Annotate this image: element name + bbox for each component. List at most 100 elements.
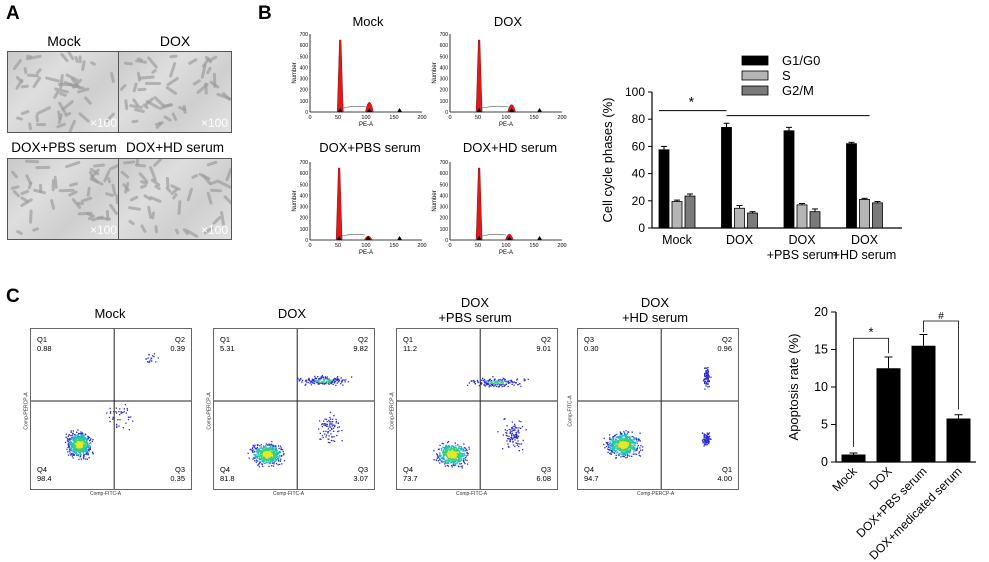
scatter-dot [332, 383, 334, 386]
scatter-dot [630, 440, 632, 443]
scatter-dot [268, 449, 270, 451]
scatter-dot [633, 438, 635, 440]
scatter-dot [78, 452, 80, 454]
scatter-dot [629, 455, 631, 457]
flow-y-axis-label: Comp-PERCP-A [389, 392, 396, 430]
scatter-dot [633, 443, 635, 445]
scatter-dot [499, 384, 501, 386]
scatter-dot [326, 421, 328, 423]
scatter-dot [317, 380, 319, 382]
scatter-dot [271, 462, 274, 464]
scatter-dot [611, 448, 614, 450]
cell-texture [78, 54, 83, 64]
scatter-dot [272, 452, 274, 454]
scatter-dot [445, 446, 447, 448]
quadrant-name: Q1 [403, 335, 414, 344]
scatter-dot [277, 464, 279, 466]
scatter-dot [262, 445, 265, 448]
scatter-dot [83, 447, 86, 449]
scatter-dot [615, 438, 617, 441]
scatter-dot [331, 423, 333, 425]
scatter-dot [336, 434, 338, 437]
scatter-dot [337, 380, 340, 382]
scatter-dot [634, 450, 636, 452]
scatter-dot [305, 379, 307, 381]
hist-y-tick: 500 [300, 182, 309, 188]
scatter-dot [514, 436, 516, 438]
scatter-dot [73, 454, 75, 456]
bar [734, 207, 745, 229]
scatter-dot [436, 457, 438, 459]
scatter-dot [448, 460, 450, 462]
scatter-dot [514, 445, 516, 448]
scatter-dot [608, 444, 610, 446]
scatter-dot [707, 375, 709, 377]
scatter-dot [494, 380, 497, 382]
scatter-dot [624, 448, 627, 451]
magnification-label: ×100 [200, 116, 228, 130]
scatter-dot [639, 432, 641, 434]
scatter-dot [458, 460, 460, 463]
scatter-dot [620, 445, 623, 448]
scatter-dot [517, 443, 519, 445]
micrograph-image: ×100 [118, 51, 232, 133]
scatter-dot [321, 423, 323, 425]
scatter-dot [629, 437, 631, 439]
scatter-dot [443, 458, 446, 460]
scatter-dot [83, 458, 85, 460]
hist-x-tick: 150 [389, 115, 398, 121]
scatter-dot [708, 435, 711, 437]
scatter-dot [460, 454, 462, 456]
scatter-dot [265, 458, 267, 460]
scatter-dot [510, 431, 512, 433]
scatter-dot [707, 371, 709, 373]
scatter-dot [464, 450, 466, 452]
scatter-dot [68, 450, 71, 452]
scatter-dot [706, 373, 708, 375]
scatter-dot [328, 421, 330, 423]
cell-texture [208, 54, 218, 62]
scatter-dot [331, 421, 333, 423]
scatter-dot [511, 430, 513, 432]
hist-y-tick: 300 [300, 77, 309, 83]
scatter-dot [260, 461, 262, 463]
scatter-dot [321, 380, 323, 383]
bar [747, 212, 758, 229]
scatter-dot [509, 432, 511, 434]
cell-texture [53, 175, 58, 190]
scatter-dot [329, 442, 331, 444]
scatter-dot [707, 381, 709, 383]
scatter-dot [88, 440, 91, 442]
scatter-dot [449, 453, 451, 455]
scatter-dot [336, 379, 338, 381]
scatter-dot [511, 383, 513, 386]
scatter-dot [280, 447, 282, 449]
scatter-dot [516, 379, 518, 381]
scatter-dot [332, 418, 334, 420]
scatter-dot [333, 430, 335, 432]
scatter-dot [262, 461, 265, 463]
scatter-dot [450, 451, 452, 453]
scatter-dot [636, 446, 639, 449]
scatter-dot [449, 451, 452, 453]
scatter-dot [71, 449, 73, 451]
scatter-dot [271, 447, 273, 449]
scatter-dot [309, 382, 311, 384]
scatter-dot [282, 451, 284, 453]
scatter-dot [126, 409, 129, 411]
scatter-dot [73, 443, 75, 445]
scatter-dot [511, 426, 514, 428]
scatter-dot [517, 429, 519, 431]
scatter-dot [119, 419, 121, 421]
scatter-dot [506, 425, 508, 427]
scatter-dot [466, 459, 468, 461]
scatter-dot [271, 440, 273, 443]
scatter-dot [438, 448, 440, 450]
scatter-dot [278, 457, 280, 459]
scatter-dot [442, 443, 444, 445]
scatter-dot [85, 452, 87, 454]
scatter-dot [616, 439, 618, 441]
scatter-dot [707, 442, 710, 445]
cell-texture [119, 83, 128, 92]
scatter-dot [452, 462, 454, 465]
